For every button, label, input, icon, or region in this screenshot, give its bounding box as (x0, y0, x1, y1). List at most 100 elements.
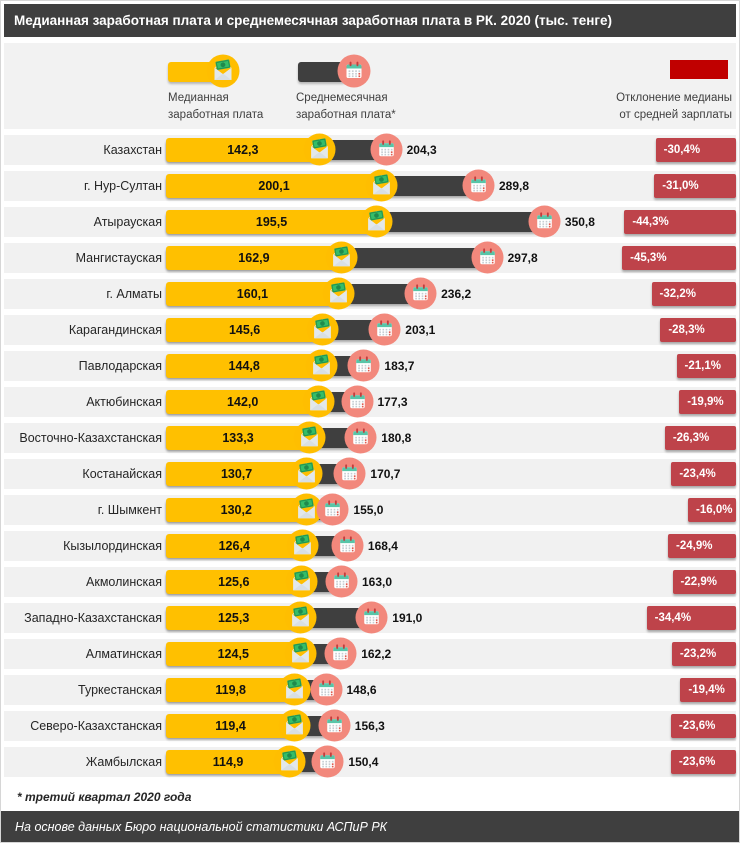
chart-row: Мангистауская 162,9 (4, 241, 736, 274)
median-salary-bar: 114,9 (166, 750, 291, 774)
median-icon-slot (322, 277, 355, 310)
median-icon-slot (283, 637, 317, 670)
region-label: Жамбылская (85, 755, 162, 769)
deviation-bar: -24,9% (668, 534, 736, 558)
title-bar: Медианная заработная плата и среднемесяч… (4, 4, 736, 37)
deviation-value-label: -24,9% (676, 540, 713, 552)
chart-row: Туркестанская 119,8 (4, 673, 736, 706)
average-icon-slot (309, 673, 343, 706)
median-value-label: 133,3 (222, 431, 254, 445)
money-envelope-icon (283, 637, 317, 670)
calendar-icon (309, 673, 343, 706)
money-envelope-icon (285, 529, 319, 562)
median-salary-bar: 125,3 (166, 606, 302, 630)
chart-row: Атырауская 195,5 (4, 205, 736, 238)
median-icon-slot (302, 385, 335, 418)
region-label: Акмолинская (86, 575, 162, 589)
region-label: Кызылординская (63, 539, 162, 553)
median-icon-slot (360, 205, 393, 238)
deviation-value-label: -31,0% (662, 180, 699, 192)
average-icon-slot (325, 565, 358, 598)
chart-row: Казахстан 142,3 (4, 133, 736, 166)
legend-deviation-label: Отклонение медианы от средней зарплаты (616, 90, 732, 124)
median-salary-bar: 124,5 (166, 642, 301, 666)
deviation-value-label: -19,9% (687, 396, 724, 408)
deviation-bar: -23,2% (671, 642, 736, 666)
source-bar: На основе данных Бюро национальной стати… (1, 811, 739, 842)
average-value-label: 236,2 (441, 287, 472, 301)
median-salary-bar: 119,4 (166, 714, 295, 738)
average-value-label: 156,3 (354, 719, 385, 733)
legend-average-icon-slot (337, 54, 371, 88)
legend-median-icon-slot (206, 54, 240, 88)
deviation-bar: -19,4% (680, 678, 736, 702)
median-salary-bar: 195,5 (166, 210, 378, 234)
calendar-icon (344, 421, 377, 454)
region-label: Атырауская (93, 215, 162, 229)
deviation-bar: -31,0% (654, 174, 736, 198)
median-salary-bar: 142,3 (166, 138, 320, 162)
average-icon-slot (355, 601, 388, 634)
average-value-label: 180,8 (381, 431, 412, 445)
median-salary-bar: 130,2 (166, 498, 307, 522)
median-value-label: 114,9 (212, 755, 244, 769)
average-value-label: 204,3 (406, 143, 437, 157)
deviation-bar: -16,0% (688, 498, 736, 522)
median-salary-bar: 119,8 (166, 678, 296, 702)
deviation-bar: -23,6% (670, 750, 736, 774)
deviation-value-label: -16,0% (696, 504, 733, 516)
median-value-label: 142,3 (227, 143, 259, 157)
legend-average-label-line2: заработная плата* (296, 109, 396, 121)
calendar-icon (355, 601, 388, 634)
money-envelope-icon (325, 241, 358, 274)
region-label: Павлодарская (78, 359, 162, 373)
deviation-value-label: -32,2% (659, 288, 696, 300)
legend-median-label-line1: Медианная (168, 92, 229, 104)
page-title: Медианная заработная плата и среднемесяч… (14, 13, 613, 28)
deviation-value-label: -22,9% (680, 576, 717, 588)
money-envelope-icon (293, 421, 326, 454)
money-envelope-icon (278, 673, 311, 706)
average-value-label: 150,4 (348, 755, 379, 769)
money-envelope-icon (302, 385, 335, 418)
chart-row: Западно-Казахстанская 125,3 (4, 601, 736, 634)
median-value-label: 130,2 (220, 503, 252, 517)
legend-deviation-swatch (670, 60, 728, 79)
average-icon-slot (344, 421, 377, 454)
median-value-label: 200,1 (258, 179, 290, 193)
legend-deviation-label-line1: Отклонение медианы (616, 92, 732, 104)
median-salary-bar: 160,1 (166, 282, 339, 306)
calendar-icon (318, 709, 351, 742)
chart-row: г. Нур-Султан 200,1 (4, 169, 736, 202)
deviation-value-label: -44,3% (632, 216, 669, 228)
average-icon-slot (370, 133, 403, 166)
deviation-bar: -32,2% (651, 282, 736, 306)
deviation-value-label: -23,4% (679, 468, 716, 480)
average-value-label: 350,8 (564, 215, 595, 229)
median-value-label: 162,9 (238, 251, 270, 265)
calendar-icon (333, 457, 366, 490)
region-label: Западно-Казахстанская (24, 611, 162, 625)
deviation-bar: -28,3% (660, 318, 736, 342)
calendar-icon (370, 133, 403, 166)
money-envelope-icon (285, 565, 318, 598)
deviation-bar: -22,9% (672, 570, 736, 594)
median-value-label: 195,5 (255, 215, 288, 229)
average-icon-slot (316, 493, 349, 526)
money-envelope-icon (365, 169, 398, 202)
average-icon-slot (462, 169, 495, 202)
median-salary-bar: 130,7 (166, 462, 308, 486)
deviation-bar: -45,3% (622, 246, 736, 270)
median-icon-slot (306, 313, 339, 346)
median-salary-bar: 144,8 (166, 354, 323, 378)
region-label: Актюбинская (86, 395, 162, 409)
chart-row: Северо-Казахстанская 119,4 (4, 709, 736, 742)
average-icon-slot (528, 205, 561, 238)
money-envelope-icon (290, 493, 323, 526)
median-salary-bar: 145,6 (166, 318, 324, 342)
median-icon-slot (293, 421, 326, 454)
average-icon-slot (347, 349, 380, 382)
footnote: * третий квартал 2020 года (17, 790, 192, 804)
deviation-value-label: -28,3% (668, 324, 705, 336)
